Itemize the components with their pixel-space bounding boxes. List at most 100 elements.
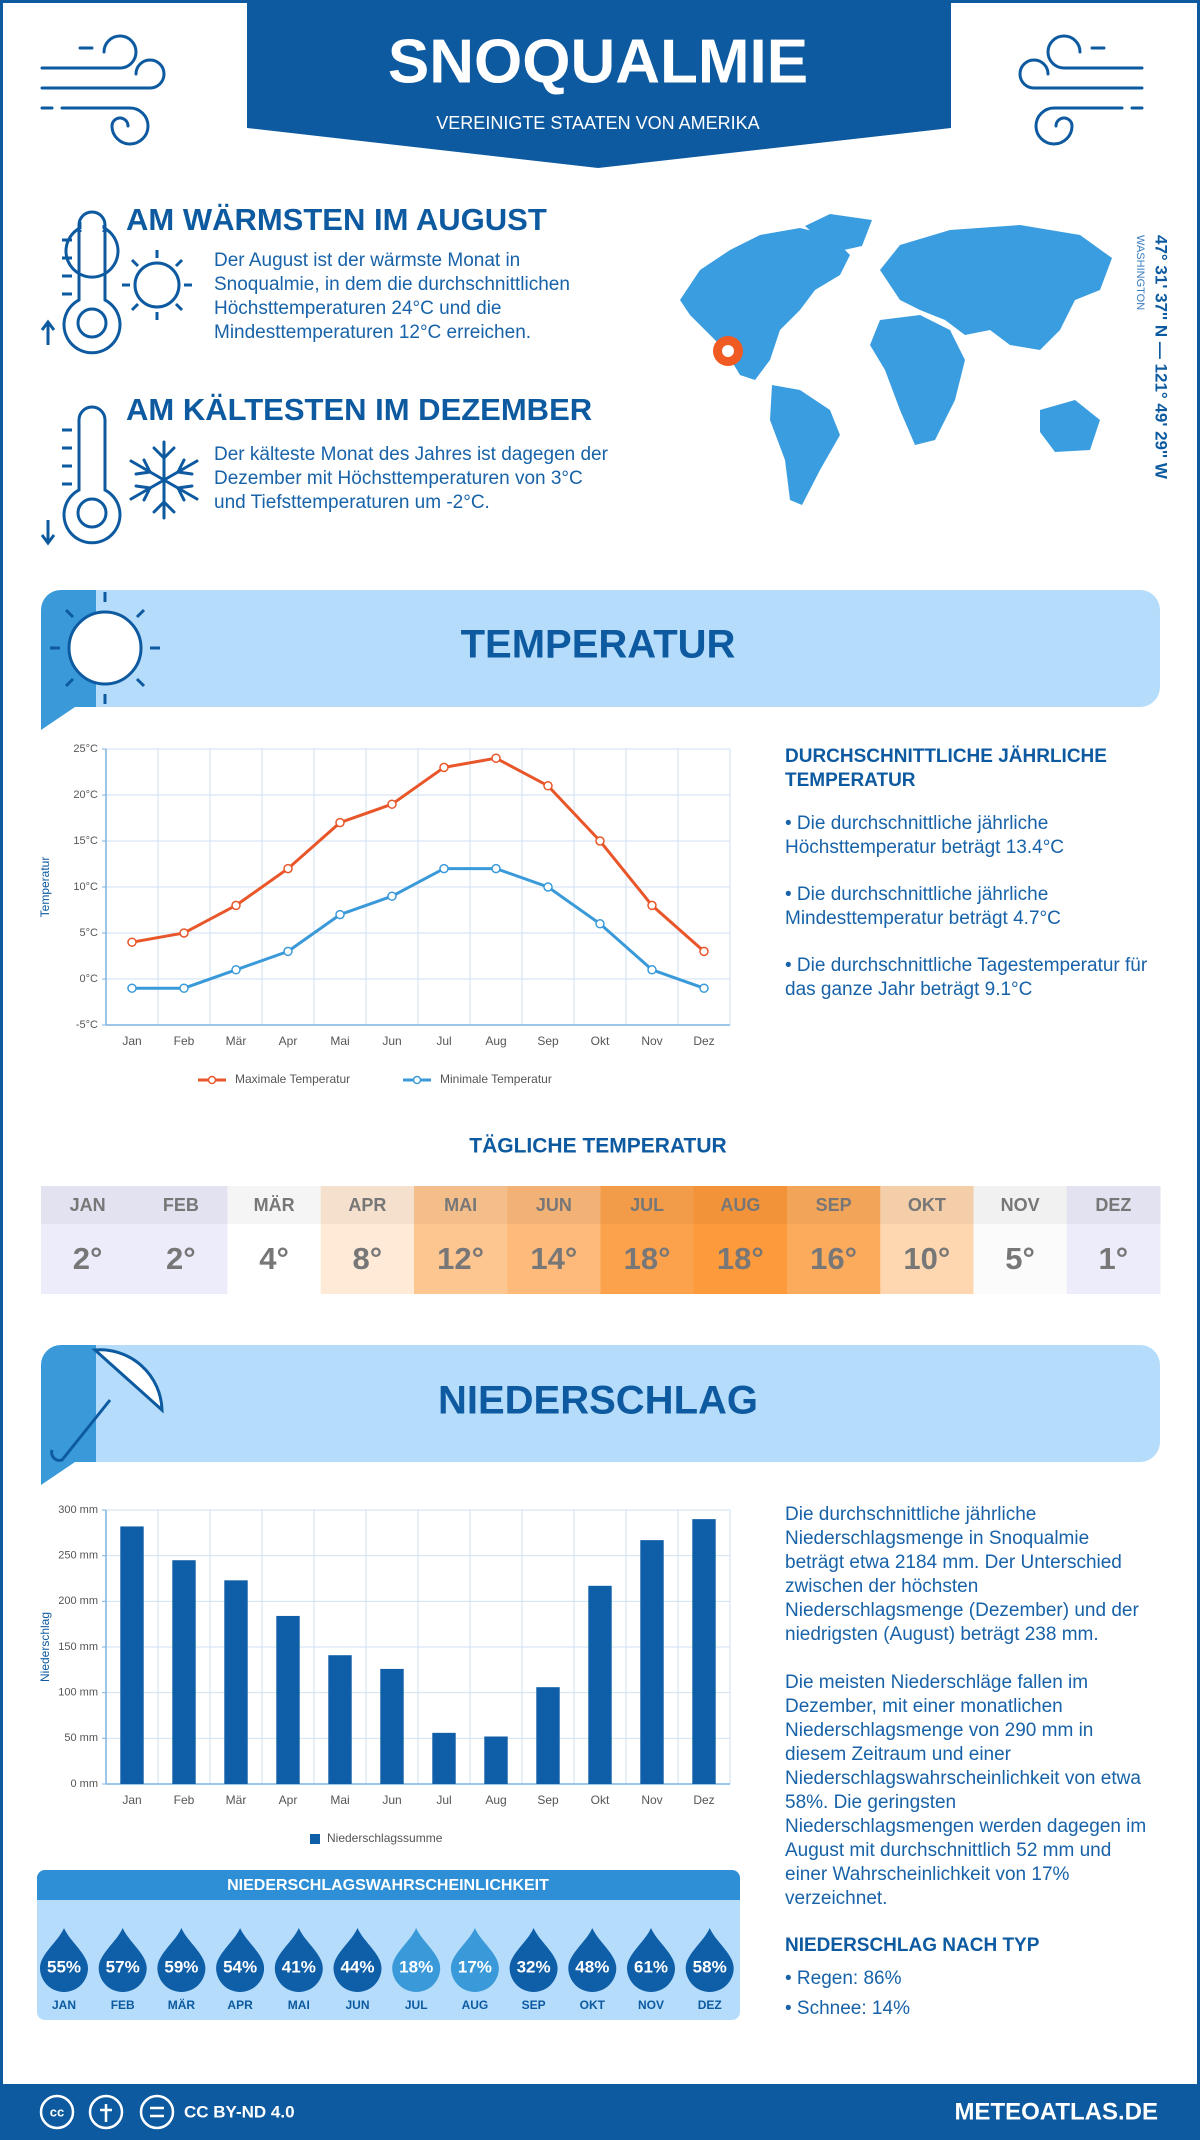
section-banner	[41, 1345, 1160, 1462]
x-tick-label: Sep	[537, 1793, 559, 1807]
table-month: SEP	[816, 1195, 852, 1215]
y-tick-label: 5°C	[80, 927, 99, 939]
y-tick-label: 250 mm	[58, 1550, 98, 1562]
license-icons	[39, 2094, 175, 2130]
x-tick-label: Jul	[436, 1034, 451, 1048]
point-marker	[127, 983, 137, 993]
warmest-title: AM WÄRMSTEN IM AUGUST	[126, 202, 547, 237]
x-tick-label: Apr	[279, 1034, 298, 1048]
probability-panel	[37, 1870, 740, 2020]
table-value: 4°	[259, 1241, 289, 1276]
point-marker	[231, 965, 241, 975]
probability-month: DEZ	[698, 1998, 722, 2012]
x-tick-label: Nov	[641, 1793, 662, 1807]
probability-month: NOV	[638, 1998, 664, 2012]
coordinates: 47° 31' 37'' N — 121° 49' 29'' W	[1152, 235, 1171, 480]
table-value-cell	[227, 1224, 322, 1294]
point-marker	[335, 817, 345, 828]
probability-value: 17%	[458, 1957, 492, 1976]
section-title: TEMPERATUR	[461, 623, 736, 667]
rain-drop	[333, 1928, 382, 1992]
probability-month: JUN	[345, 1998, 369, 2012]
page-title: SNOQUALMIE	[388, 27, 808, 96]
table-month: OKT	[908, 1195, 946, 1215]
x-tick-label: Mai	[330, 1034, 349, 1048]
table-value-cell	[134, 1224, 228, 1294]
table-value: 1°	[1099, 1241, 1129, 1276]
wind-icon	[1018, 34, 1144, 146]
legend-label: Maximale Temperatur	[235, 1072, 350, 1086]
x-tick-label: Jan	[122, 1793, 141, 1807]
probability-header	[37, 1870, 740, 1900]
legend-label: Minimale Temperatur	[440, 1072, 552, 1086]
site-name: METEOATLAS.DE	[954, 2098, 1158, 2125]
point-marker	[595, 919, 605, 929]
bar	[588, 1585, 612, 1784]
table-value-cell	[41, 1224, 135, 1294]
x-tick-label: Aug	[485, 1034, 506, 1048]
x-tick-label: Dez	[693, 1793, 714, 1807]
rain-drop	[450, 1928, 499, 1992]
table-value: 14°	[530, 1241, 577, 1276]
point-marker	[647, 965, 657, 975]
legend-swatch	[310, 1834, 320, 1844]
probability-month: MAI	[288, 1998, 310, 2012]
series-line	[132, 867, 705, 990]
table-header-cell	[41, 1186, 135, 1224]
table-value-cell	[973, 1224, 1068, 1294]
probability-month: SEP	[522, 1998, 546, 2012]
point-marker	[387, 891, 397, 901]
point-marker	[439, 863, 449, 874]
legend-label: Niederschlagssumme	[327, 1831, 443, 1845]
x-tick-label: Sep	[537, 1034, 559, 1048]
annual-item: • Die durchschnittliche jährliche Höchst…	[785, 813, 1065, 858]
legend-swatch-marker	[207, 1075, 217, 1085]
table-value: 18°	[624, 1241, 671, 1276]
point-marker	[179, 983, 189, 993]
probability-title: NIEDERSCHLAGSWAHRSCHEINLICHKEIT	[227, 1877, 549, 1894]
probability-value: 48%	[575, 1957, 609, 1976]
table-value: 10°	[903, 1241, 950, 1276]
cc-icon-label: cc	[50, 2104, 64, 2119]
x-tick-label: Jun	[382, 1793, 401, 1807]
probability-value: 61%	[634, 1957, 668, 1976]
x-tick-label: Dez	[693, 1034, 714, 1048]
coldest-text: Der kälteste Monat des Jahres ist dagege…	[214, 444, 608, 513]
table-header-cell	[973, 1186, 1068, 1224]
probability-value: 58%	[693, 1957, 727, 1976]
thermometer-icon	[40, 405, 122, 546]
x-tick-label: Aug	[485, 1793, 506, 1807]
y-tick-label: 100 mm	[58, 1687, 98, 1699]
point-marker	[439, 762, 449, 773]
x-tick-label: Jul	[436, 1793, 451, 1807]
table-month: FEB	[163, 1195, 199, 1215]
sun-icon	[122, 250, 192, 320]
rain-drop	[216, 1928, 265, 1992]
probability-month: FEB	[111, 1998, 135, 2012]
warmest-text: Der August ist der wärmste Monat in Snoq…	[214, 250, 570, 343]
license: CC BY-ND 4.0	[184, 2102, 295, 2121]
table-header-shade	[414, 1186, 508, 1224]
umbrella-icon	[50, 1348, 164, 1462]
table-header-shade	[787, 1186, 881, 1224]
table-header-cell	[880, 1186, 974, 1224]
probability-month: JUL	[405, 1998, 428, 2012]
rain-drop	[40, 1928, 88, 1992]
header-banner	[247, 0, 951, 168]
y-tick-label: 10°C	[73, 881, 98, 893]
x-tick-label: Mär	[226, 1793, 247, 1807]
bar	[120, 1526, 144, 1784]
rain-drop	[685, 1928, 734, 1992]
annual-title: DURCHSCHNITTLICHE JÄHRLICHE TEMPERATUR	[785, 746, 1107, 791]
x-tick-label: Okt	[591, 1793, 610, 1807]
precipitation-text: Die durchschnittliche jährliche Niedersc…	[785, 1503, 1150, 1935]
annual-list: • Die durchschnittliche jährliche Höchst…	[785, 812, 1150, 1025]
probability-value: 59%	[164, 1957, 198, 1976]
x-tick-label: Jan	[122, 1034, 141, 1048]
rain-drop	[627, 1928, 675, 1992]
sun-icon	[50, 592, 160, 704]
x-tick-label: Feb	[174, 1793, 195, 1807]
